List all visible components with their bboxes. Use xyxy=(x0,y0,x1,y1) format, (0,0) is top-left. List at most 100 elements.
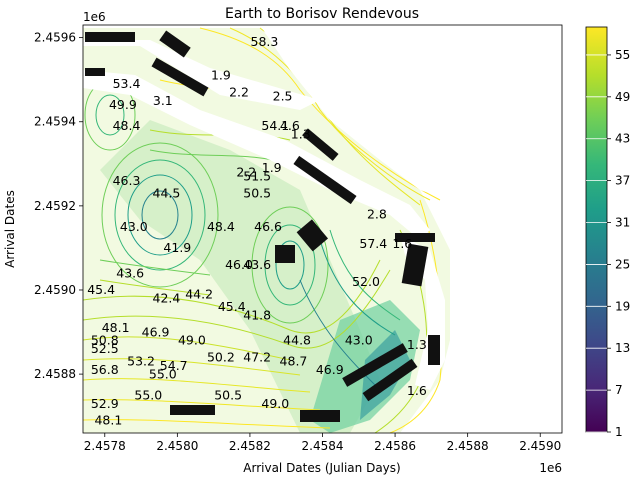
contour-label: 47.2 xyxy=(243,349,271,364)
contour-line xyxy=(83,269,391,349)
contour-line xyxy=(199,27,441,201)
label-cluster xyxy=(342,343,408,387)
label-cluster xyxy=(401,243,429,287)
colorbar-tick-label: 1 xyxy=(615,425,623,439)
contour-ring xyxy=(275,240,305,290)
contour-line xyxy=(99,259,211,276)
contour-label: 45.4 xyxy=(218,299,246,314)
contour-label: 43.0 xyxy=(120,219,148,234)
label-clusters xyxy=(85,30,440,422)
contour-label: 58.3 xyxy=(251,34,279,49)
gap-top-right xyxy=(260,25,450,200)
contour-label: 46.6 xyxy=(254,219,282,234)
y-tick-label: 2.4594 xyxy=(34,115,76,129)
contour-label: 49.0 xyxy=(261,396,289,411)
x-tick-label: 2.4580 xyxy=(156,439,198,453)
contour-field: 58.32.2 2.51.93.153.449.948.4 54.14.61.32.… xyxy=(83,25,562,433)
contour-ring xyxy=(264,224,316,306)
x-axis: 2.4578 2.4580 2.4582 2.4584 2.4586 2.4588 2.45… xyxy=(84,433,561,453)
colorbar xyxy=(585,26,608,433)
contour-label: 49.9 xyxy=(109,97,137,112)
label-cluster xyxy=(293,155,357,205)
contour-label: 57.4 xyxy=(359,236,387,251)
colorbar-tick-label: 31 xyxy=(615,216,630,230)
contour-label: 42.4 xyxy=(153,291,181,306)
label-cluster xyxy=(296,219,329,252)
x-tick-label: 2.4578 xyxy=(84,439,126,453)
contour-label: 1.3 xyxy=(407,337,427,352)
label-cluster xyxy=(170,405,215,415)
contour-label: 44.8 xyxy=(283,333,311,348)
colorbar-tick-label: 37 xyxy=(615,174,630,188)
contour-label: 50.2 xyxy=(207,349,235,364)
contour-ring xyxy=(127,174,193,256)
contour-label: 46.9 xyxy=(316,362,344,377)
label-cluster xyxy=(428,335,440,365)
contour-label: 52.5 xyxy=(91,341,119,356)
contour-label: 48.4 xyxy=(113,118,141,133)
contour-label: 48.1 xyxy=(94,413,122,428)
contour-label: 1.3 xyxy=(291,127,311,142)
x-tick-label: 2.4590 xyxy=(519,439,561,453)
colorbar-tick-label: 7 xyxy=(615,383,623,397)
contour-label: 1.9 xyxy=(262,160,282,175)
label-cluster xyxy=(395,233,435,242)
contour-lines xyxy=(83,27,443,433)
contour-label: 4.6 xyxy=(280,118,300,133)
y-tick-label: 2.4592 xyxy=(34,199,76,213)
y-axis-title: Arrival Dates xyxy=(3,190,17,268)
x-tick-label: 2.4584 xyxy=(302,439,344,453)
contour-label: 45.4 xyxy=(87,282,115,297)
contour-ring xyxy=(101,142,219,288)
label-cluster xyxy=(85,68,105,76)
contour-labels: 58.32.2 2.51.93.153.449.948.4 54.14.61.32.… xyxy=(87,34,427,428)
y-tick-label: 2.4588 xyxy=(34,367,76,381)
contour-label: 44.2 xyxy=(185,286,213,301)
colorbar-tick-label: 13 xyxy=(615,341,630,355)
x-tick-label: 2.4582 xyxy=(229,439,271,453)
colorbar-tick-label: 19 xyxy=(615,299,630,313)
contour-label: 54.1 xyxy=(261,118,289,133)
contour-label: 43.6 xyxy=(116,265,144,280)
label-cluster xyxy=(159,30,191,58)
contour-label: 41.8 xyxy=(243,307,271,322)
contour-label: 50.5 xyxy=(214,387,242,402)
label-cluster xyxy=(300,410,340,422)
contour-label: 53.4 xyxy=(113,76,141,91)
chart-title: Earth to Borisov Rendevous xyxy=(225,6,419,22)
y-axis: 2.4588 2.4590 2.4592 2.4594 2.4596 xyxy=(34,31,83,381)
contour-label: 46.9 xyxy=(142,324,170,339)
x-axis-title: Arrival Dates (Julian Days) xyxy=(243,461,400,475)
colorbar-ticks: 1 7 13 19 25 31 37 43 49 55 xyxy=(586,48,630,439)
contour-label: 46.0 xyxy=(225,257,253,272)
contour-line xyxy=(299,279,381,391)
x-tick-label: 2.4588 xyxy=(447,439,489,453)
contour-label: 53.2 xyxy=(127,354,155,369)
contour-label: 48.7 xyxy=(280,354,308,369)
contour-label: 51.5 xyxy=(243,169,271,184)
contour-label: 2.5 xyxy=(273,89,293,104)
x-tick-label: 2.4586 xyxy=(374,439,416,453)
x-offset-label: 1e6 xyxy=(539,461,562,475)
contour-line xyxy=(83,259,381,334)
contour-line xyxy=(83,358,301,376)
label-cluster xyxy=(275,245,295,263)
contour-ring xyxy=(95,94,125,136)
contour-label: 1.9 xyxy=(211,68,231,83)
contour-line xyxy=(83,419,331,429)
y-tick-label: 2.4590 xyxy=(34,283,76,297)
contour-label: 49.0 xyxy=(178,333,206,348)
contour-label: 43.6 xyxy=(243,257,271,272)
gap-upper xyxy=(83,40,320,110)
contour-line xyxy=(99,279,211,296)
contour-label: 55.0 xyxy=(149,366,177,381)
contour-label: 48.4 xyxy=(207,219,235,234)
field-green-band xyxy=(100,120,380,433)
contour-label: 44.5 xyxy=(153,185,181,200)
contour-label: 2.8 xyxy=(367,206,387,221)
contour-label: 48.1 xyxy=(102,320,130,335)
contour-label: 41.9 xyxy=(163,240,191,255)
contour-label: 46.3 xyxy=(113,173,141,188)
contour-line xyxy=(319,239,396,336)
contour-ring xyxy=(251,206,329,324)
